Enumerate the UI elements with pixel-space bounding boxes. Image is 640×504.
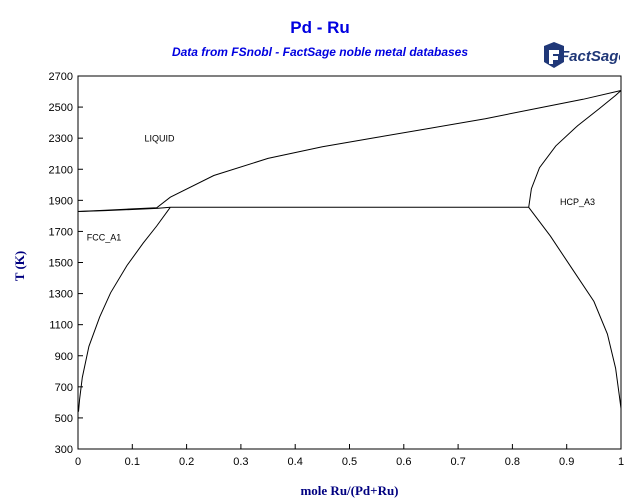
chart-title: Pd - Ru bbox=[290, 18, 350, 37]
region-label: LIQUID bbox=[144, 133, 175, 143]
chart-subtitle: Data from FSnobl - FactSage noble metal … bbox=[171, 45, 469, 59]
logo-emblem-icon bbox=[544, 42, 564, 68]
y-tick-label: 2100 bbox=[49, 164, 73, 176]
axis-ticks: 0 0.1 0.2 0.3 0.4 0.5 0.6 0.7 0.8 0.9 130050070090… bbox=[49, 71, 625, 468]
factsage-logo: FactSage bbox=[544, 42, 620, 68]
y-tick-label: 1300 bbox=[49, 289, 73, 301]
y-tick-label: 1900 bbox=[49, 195, 73, 207]
phase-boundary-line-2 bbox=[77, 206, 171, 212]
phase-boundary-line-5 bbox=[528, 90, 622, 208]
x-tick-label: 0.7 bbox=[450, 456, 465, 468]
plot-frame bbox=[77, 75, 622, 450]
y-tick-label: 2500 bbox=[49, 102, 73, 114]
phase-boundary-line-3 bbox=[78, 207, 171, 412]
y-tick-label: 2300 bbox=[49, 133, 73, 145]
y-tick-label: 700 bbox=[55, 382, 73, 394]
x-tick-label: 0.3 bbox=[233, 456, 248, 468]
x-tick-label: 0 bbox=[75, 456, 81, 468]
region-labels: LIQUID FCC_A1 HCP_A3 bbox=[87, 133, 595, 242]
y-tick-label: 1500 bbox=[49, 258, 73, 270]
x-tick-label: 0.8 bbox=[505, 456, 520, 468]
x-tick-label: 0.1 bbox=[125, 456, 140, 468]
phase-boundary-line-1 bbox=[77, 90, 622, 212]
y-tick-label: 1100 bbox=[49, 320, 73, 332]
x-tick-label: 0.6 bbox=[396, 456, 411, 468]
y-tick-label: 1700 bbox=[49, 226, 73, 238]
x-tick-label: 0.9 bbox=[559, 456, 574, 468]
y-tick-label: 500 bbox=[55, 413, 73, 425]
region-label: HCP_A3 bbox=[560, 197, 595, 207]
x-tick-label: 1 bbox=[618, 456, 624, 468]
x-tick-label: 0.4 bbox=[288, 456, 303, 468]
x-tick-label: 0.5 bbox=[342, 456, 357, 468]
phase-boundaries bbox=[77, 90, 622, 412]
phase-boundary-line-6 bbox=[528, 206, 622, 409]
y-tick-label: 900 bbox=[55, 351, 73, 363]
x-tick-label: 0.2 bbox=[179, 456, 194, 468]
logo-text: FactSage bbox=[560, 48, 620, 65]
y-tick-label: 300 bbox=[55, 444, 73, 456]
x-axis-label: mole Ru/(Pd+Ru) bbox=[300, 483, 399, 498]
y-tick-label: 2700 bbox=[49, 71, 73, 83]
region-label: FCC_A1 bbox=[87, 233, 122, 243]
